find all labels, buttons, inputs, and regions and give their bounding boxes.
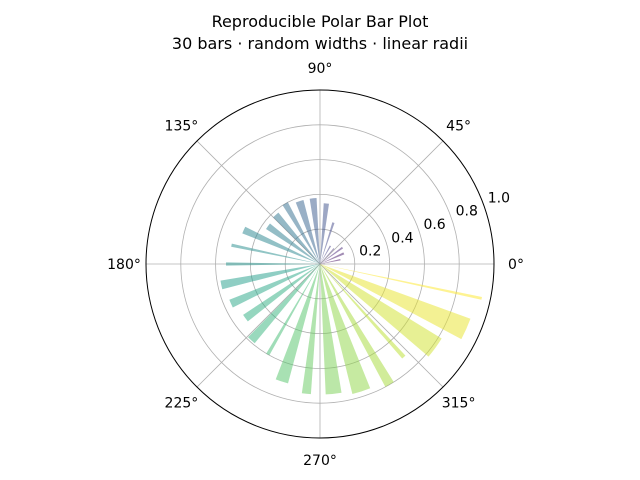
polar-bar bbox=[320, 246, 344, 264]
polar-bar bbox=[229, 264, 320, 308]
theta-tick-label: 180° bbox=[107, 257, 141, 273]
polar-bar bbox=[275, 264, 320, 384]
polar-bar bbox=[282, 202, 320, 264]
theta-tick-label: 225° bbox=[165, 396, 199, 412]
r-tick-label: 0.2 bbox=[359, 244, 381, 260]
polar-bar bbox=[320, 264, 394, 387]
polar-bar bbox=[273, 212, 320, 264]
polar-spine bbox=[145, 89, 495, 439]
polar-bar bbox=[242, 226, 320, 264]
polar-bar bbox=[309, 197, 320, 264]
polar-frame bbox=[145, 89, 495, 439]
polar-bar bbox=[320, 264, 342, 395]
r-tick-label: 0.6 bbox=[423, 217, 445, 233]
polar-bar bbox=[320, 222, 335, 264]
polar-bar bbox=[320, 264, 471, 340]
polar-bar bbox=[320, 252, 345, 264]
polar-bar bbox=[266, 223, 320, 264]
polar-bar bbox=[320, 248, 335, 264]
polar-bar bbox=[295, 199, 320, 264]
polar-bar bbox=[320, 264, 371, 394]
theta-tick-label: 45° bbox=[446, 118, 471, 134]
polar-bar bbox=[301, 264, 320, 395]
chart-subtitle: 30 bars · random widths · linear radii bbox=[171, 34, 469, 53]
polar-bar bbox=[320, 264, 482, 300]
theta-grid-line bbox=[196, 263, 321, 388]
polar-bar bbox=[220, 264, 320, 290]
theta-tick-label: 90° bbox=[308, 61, 333, 77]
polar-bar bbox=[320, 258, 341, 264]
theta-tick-label: 315° bbox=[442, 396, 476, 412]
r-tick-label: 0.8 bbox=[456, 204, 478, 220]
polar-bar bbox=[320, 203, 329, 264]
tick-labels: 0° 45° 90° 135° 180° 225° 270° 315° 0.2 0.4 0.6 0.8… bbox=[107, 61, 524, 469]
polar-bar bbox=[248, 264, 320, 344]
theta-tick-label: 270° bbox=[303, 453, 337, 469]
polar-bar bbox=[320, 245, 332, 264]
polar-bar bbox=[231, 243, 320, 264]
polar-bar bbox=[320, 264, 406, 359]
theta-tick-label: 0° bbox=[508, 257, 524, 273]
polar-bar bbox=[320, 264, 442, 357]
bars bbox=[220, 197, 482, 395]
chart-title: Reproducible Polar Bar Plot bbox=[211, 12, 429, 31]
theta-tick-label: 135° bbox=[165, 118, 199, 134]
polar-bar bbox=[266, 264, 320, 356]
r-tick-label: 0.4 bbox=[391, 230, 413, 246]
polar-bar bbox=[226, 262, 320, 266]
polar-bar bbox=[243, 264, 320, 322]
theta-grid-line bbox=[319, 263, 444, 388]
r-tick-label: 1.0 bbox=[488, 190, 510, 206]
theta-grid-line bbox=[319, 140, 444, 265]
